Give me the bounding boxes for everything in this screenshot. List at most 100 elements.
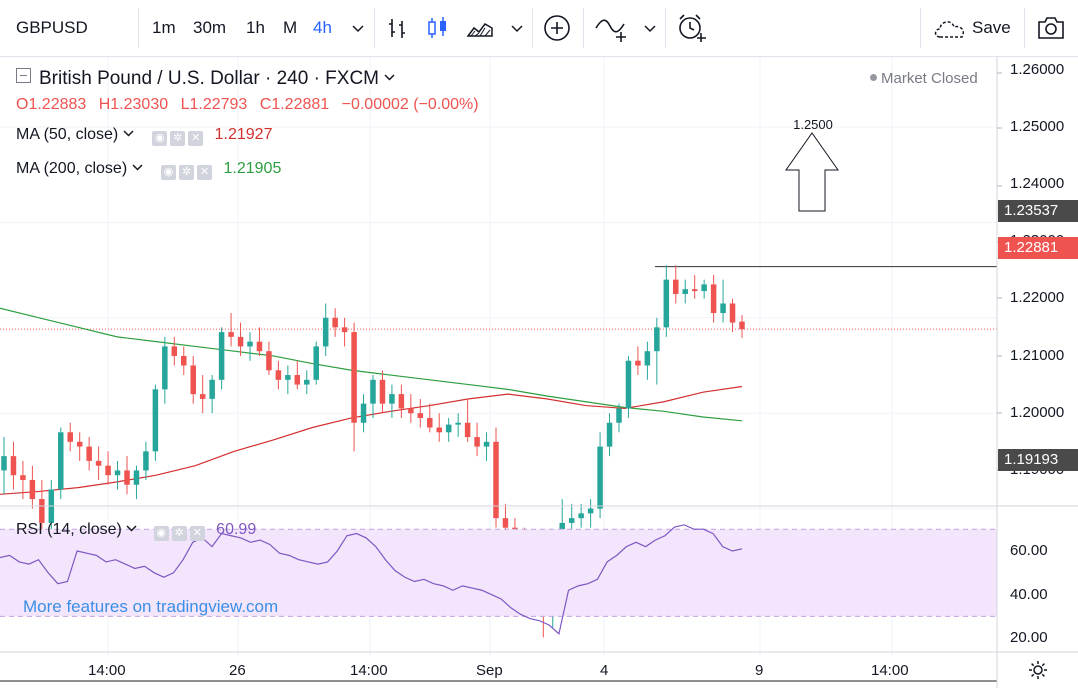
candle-body: [389, 394, 395, 404]
change-value: −0.00002 (−0.00%): [341, 96, 479, 113]
open-value: O1.22883: [16, 96, 87, 113]
candles-icon[interactable]: [426, 16, 450, 40]
time-tick: 14:00: [88, 662, 126, 679]
candle-body: [114, 470, 121, 476]
candle-body: [266, 351, 272, 371]
candle-body: [322, 317, 329, 347]
watermark-link[interactable]: More features on tradingview.com: [23, 597, 279, 616]
bar-chart-icon[interactable]: [386, 16, 410, 40]
rsi-legend: RSI (14, close) ◉ ✲ ✕ 60.99: [16, 521, 256, 541]
candle-body: [95, 460, 102, 466]
collapse-legend-icon[interactable]: [16, 68, 31, 83]
ohlc-values: O1.22883 H1.23030 L1.22793 C1.22881 −0.0…: [16, 96, 487, 114]
save-button[interactable]: Save: [972, 18, 1011, 37]
candle-body: [597, 446, 603, 509]
symbol-search-button[interactable]: GBPUSD: [16, 18, 88, 37]
candle-body: [86, 446, 92, 461]
chart-canvas[interactable]: 1.2500: [0, 57, 1078, 688]
rsi-tick: 60.00: [1010, 542, 1048, 559]
toolbar-divider: [920, 8, 921, 48]
chevron-down-icon[interactable]: [384, 74, 395, 81]
indicators-dropdown[interactable]: [644, 0, 656, 56]
toolbar-divider: [532, 8, 533, 48]
gear-icon[interactable]: ✲: [171, 526, 187, 541]
candle-body: [351, 332, 357, 423]
arrow-label: 1.2500: [793, 117, 833, 132]
compare-plus-icon[interactable]: [543, 14, 571, 42]
eye-icon[interactable]: ◉: [161, 165, 177, 180]
gear-icon[interactable]: ✲: [179, 165, 195, 180]
candle-body: [162, 346, 168, 390]
interval-1m-button[interactable]: 1m: [152, 18, 176, 37]
eye-icon[interactable]: ◉: [152, 131, 168, 146]
chevron-down-icon[interactable]: [132, 164, 143, 171]
candle-body: [417, 413, 424, 418]
candle-body: [39, 499, 45, 523]
candle-body: [673, 279, 679, 294]
toolbar-divider: [374, 8, 375, 48]
candle-body: [124, 470, 130, 485]
close-value: C1.22881: [259, 96, 330, 113]
price-tick: 1.25000: [1010, 118, 1065, 135]
interval-4h-button[interactable]: 4h: [313, 18, 332, 37]
settings-gear-icon[interactable]: [1027, 659, 1049, 681]
close-icon[interactable]: ✕: [197, 165, 213, 180]
time-tick: 14:00: [871, 662, 909, 679]
candle-body: [228, 332, 234, 337]
candle-body: [455, 422, 461, 425]
area-chart-icon[interactable]: [466, 16, 494, 40]
time-tick: Sep: [476, 662, 503, 679]
chevron-down-icon[interactable]: [123, 130, 134, 137]
gear-icon[interactable]: ✲: [170, 131, 186, 146]
candle-body: [654, 327, 660, 352]
up-arrow-shape[interactable]: [785, 132, 839, 212]
rsi-tick: 40.00: [1010, 586, 1048, 603]
time-tick: 9: [755, 662, 764, 679]
candle-body: [710, 284, 717, 314]
time-tick: 26: [229, 662, 246, 679]
interval-month-button[interactable]: M: [283, 18, 298, 37]
close-icon[interactable]: ✕: [188, 131, 204, 146]
eye-icon[interactable]: ◉: [153, 526, 169, 541]
chart-type-dropdown[interactable]: [511, 0, 523, 56]
rsi-band: [0, 529, 997, 617]
candle-body: [436, 427, 442, 433]
candle-body: [294, 375, 301, 385]
candles: [1, 265, 745, 638]
candle-body: [171, 346, 178, 356]
candle-body: [445, 424, 452, 433]
alert-clock-icon[interactable]: [677, 13, 709, 43]
interval-1h-button[interactable]: 1h: [246, 18, 265, 37]
candle-body: [578, 513, 584, 519]
price-tick: 1.21000: [1010, 347, 1065, 364]
toolbar-divider: [138, 8, 139, 48]
candle-body: [379, 379, 386, 404]
chevron-down-icon: [644, 24, 656, 32]
ma200-value: 1.21905: [223, 160, 282, 177]
chevron-down-icon[interactable]: [126, 525, 137, 532]
cloud-icon: [934, 21, 965, 38]
status-dot: [870, 74, 877, 81]
candle-body: [464, 422, 471, 438]
candle-body: [663, 279, 670, 328]
camera-icon[interactable]: [1036, 15, 1066, 41]
price-tick: 1.20000: [1010, 404, 1065, 421]
interval-30m-button[interactable]: 30m: [193, 18, 227, 37]
candle-body: [616, 408, 622, 423]
candle-body: [76, 441, 83, 447]
rsi-value: 60.99: [216, 521, 257, 538]
arrow-annotation[interactable]: 1.2500: [785, 117, 839, 212]
toolbar-divider: [583, 8, 584, 48]
candle-body: [370, 379, 376, 404]
rsi-tick: 20.00: [1010, 629, 1048, 646]
symbol-legend: British Pound / U.S. Dollar · 240 · FXCM: [16, 68, 395, 90]
toolbar-divider: [1024, 8, 1025, 48]
candle-body: [493, 441, 499, 519]
interval-dropdown[interactable]: [352, 0, 364, 56]
candle-body: [190, 365, 196, 395]
indicators-icon[interactable]: [594, 14, 630, 42]
candle-body: [133, 470, 140, 485]
close-icon[interactable]: ✕: [189, 526, 205, 541]
ma200-label: MA (200, close): [16, 160, 128, 177]
candle-body: [1, 456, 7, 471]
